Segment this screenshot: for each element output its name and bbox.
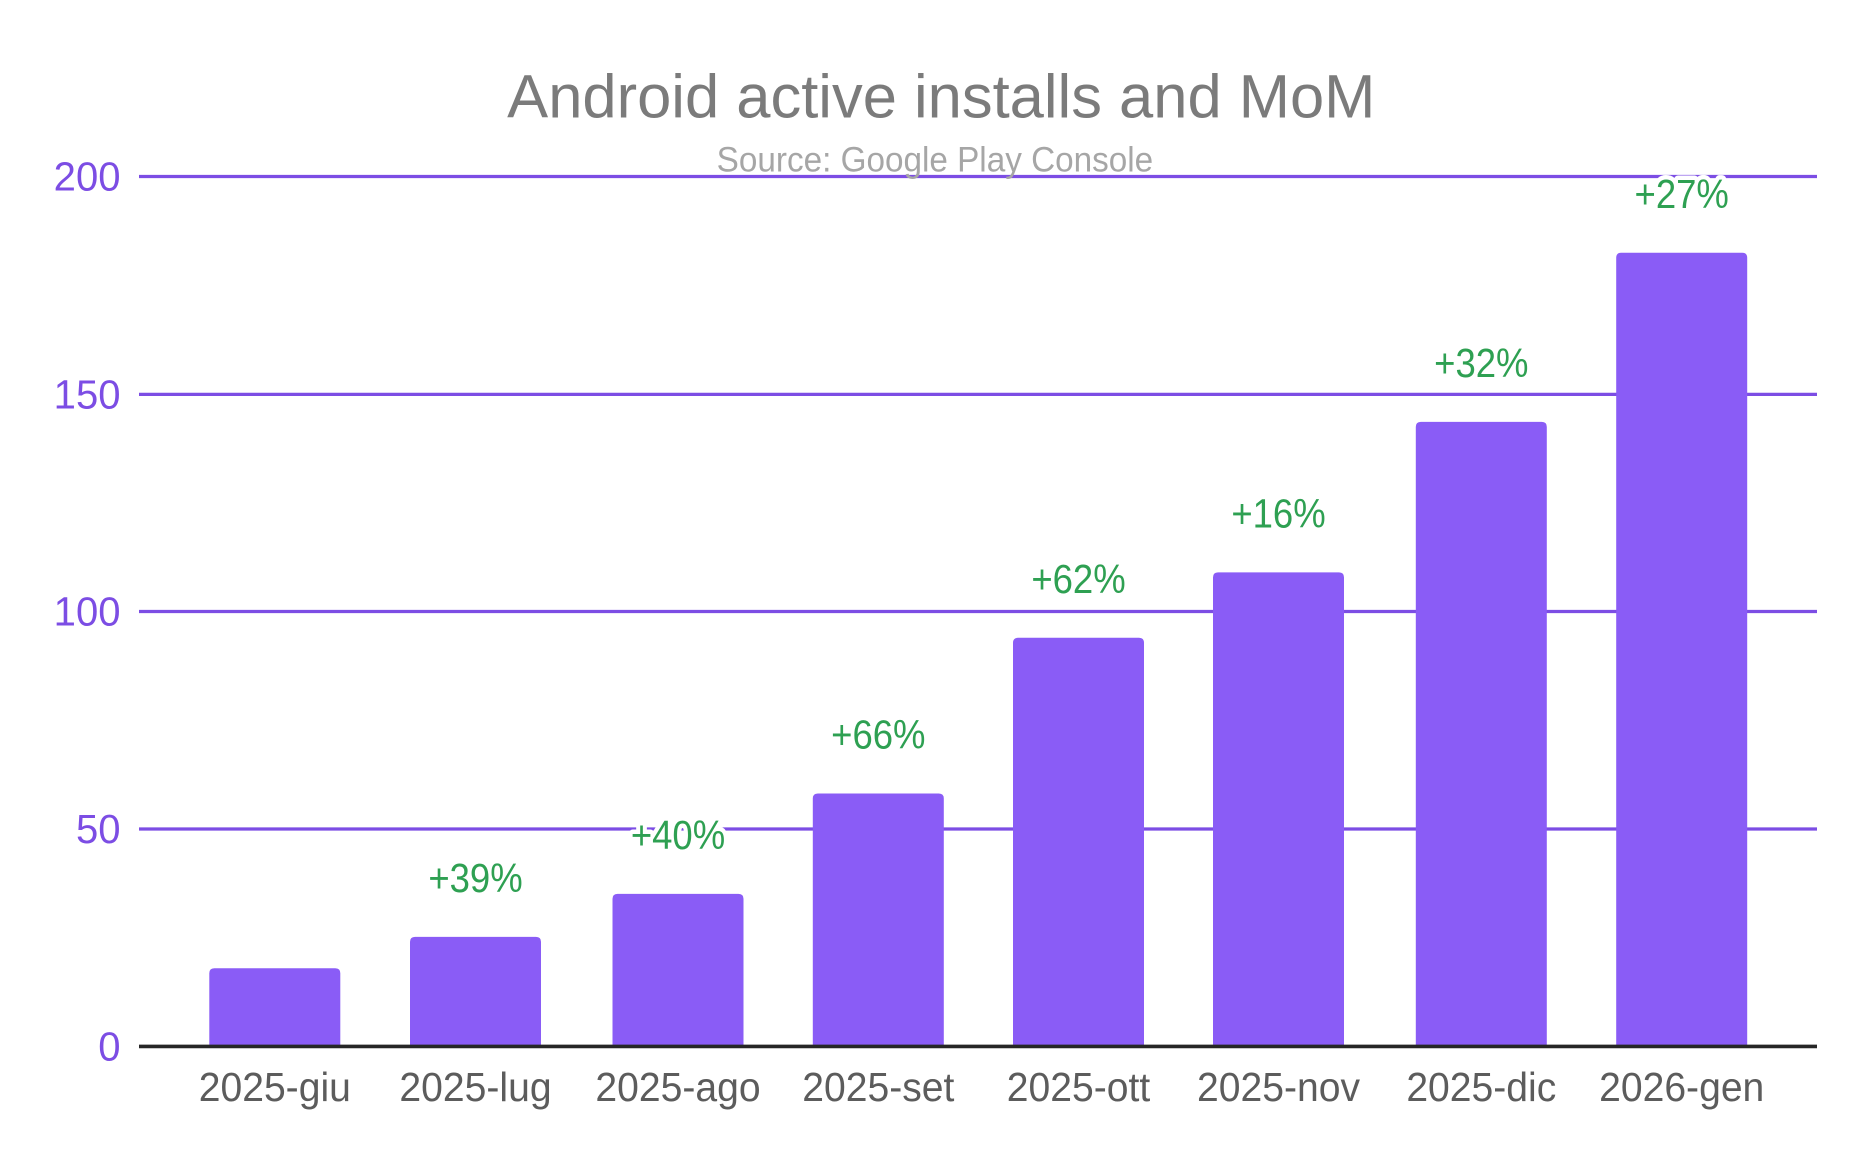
svg-text:Android active installs and Mo: Android active installs and MoM <box>507 63 1375 132</box>
svg-text:0: 0 <box>98 1023 120 1070</box>
svg-text:+39%: +39% <box>428 856 522 901</box>
svg-text:+62%: +62% <box>1031 557 1125 602</box>
svg-text:2025-ott: 2025-ott <box>1007 1065 1150 1110</box>
svg-text:+16%: +16% <box>1231 491 1325 536</box>
svg-text:2025-set: 2025-set <box>802 1065 954 1110</box>
svg-text:2025-dic: 2025-dic <box>1406 1065 1556 1110</box>
svg-text:2025-lug: 2025-lug <box>399 1065 551 1110</box>
svg-text:100: 100 <box>54 588 121 635</box>
svg-text:+66%: +66% <box>831 713 925 758</box>
svg-text:+40%: +40% <box>631 813 725 858</box>
svg-text:2025-giu: 2025-giu <box>199 1065 351 1110</box>
svg-text:2026-gen: 2026-gen <box>1599 1065 1764 1110</box>
svg-text:150: 150 <box>54 371 121 418</box>
svg-text:2025-nov: 2025-nov <box>1197 1065 1360 1110</box>
svg-text:2025-ago: 2025-ago <box>595 1065 760 1110</box>
svg-text:+27%: +27% <box>1635 172 1729 217</box>
svg-text:50: 50 <box>76 806 121 853</box>
svg-text:200: 200 <box>54 153 121 200</box>
svg-text:+32%: +32% <box>1434 341 1528 386</box>
svg-text:Source: Google Play Console: Source: Google Play Console <box>717 141 1154 180</box>
